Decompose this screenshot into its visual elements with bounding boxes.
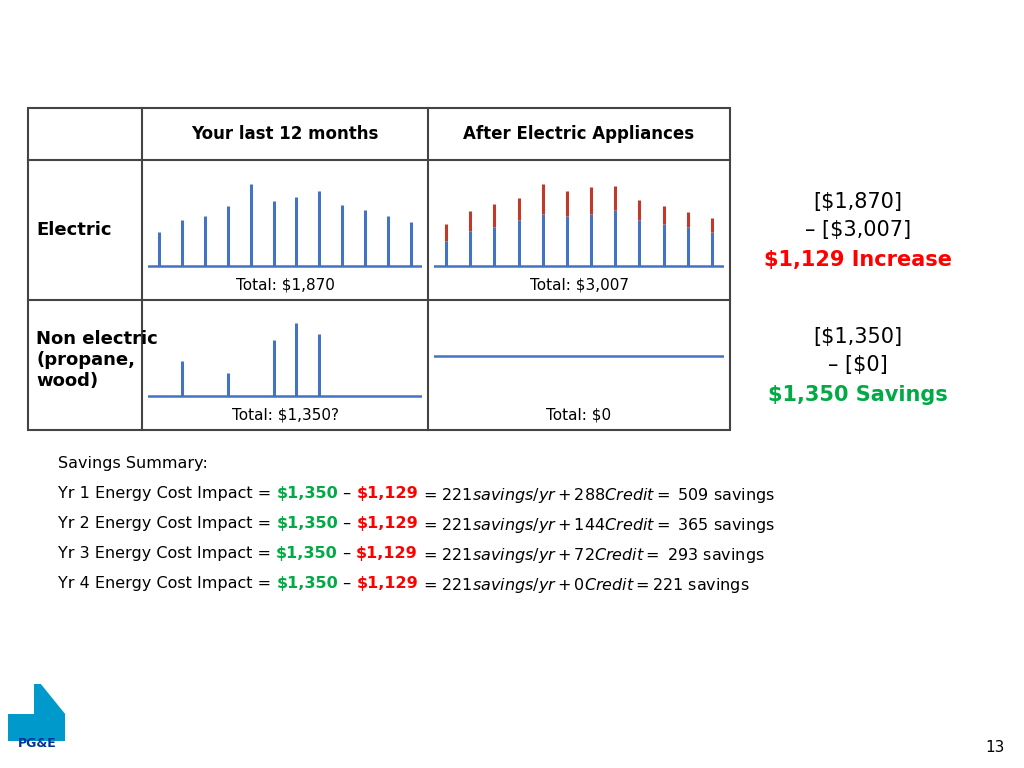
Text: = $221 savings/yr + 0 Credit = $221 savings: = $221 savings/yr + 0 Credit = $221 savi…: [418, 576, 750, 595]
Text: – [$0]: – [$0]: [828, 355, 888, 375]
Polygon shape: [41, 684, 66, 714]
Text: Yr 4 Energy Cost Impact =: Yr 4 Energy Cost Impact =: [58, 576, 276, 591]
Text: $1,350 Savings: $1,350 Savings: [768, 385, 948, 405]
Text: After Electric Appliances: After Electric Appliances: [464, 125, 694, 143]
Text: 13: 13: [986, 740, 1005, 755]
Text: Total: $0: Total: $0: [547, 407, 611, 422]
Text: $1,129: $1,129: [356, 576, 418, 591]
Text: Appendix: Example Bill Forecast: Median Non-CARE: Appendix: Example Bill Forecast: Median …: [26, 26, 1024, 65]
Text: –: –: [338, 486, 356, 501]
Text: Yr 2 Energy Cost Impact =: Yr 2 Energy Cost Impact =: [58, 516, 276, 531]
Bar: [28, 108, 730, 430]
Text: Yr 3 Energy Cost Impact =: Yr 3 Energy Cost Impact =: [58, 546, 276, 561]
Text: PG&E: PG&E: [17, 737, 56, 750]
Text: –: –: [338, 576, 356, 591]
Text: = $221 savings/yr + 72 Credit = $ 293 savings: = $221 savings/yr + 72 Credit = $ 293 sa…: [418, 546, 765, 565]
Text: [$1,870]: [$1,870]: [813, 192, 902, 212]
Text: $1,129: $1,129: [356, 546, 418, 561]
Bar: [8, 684, 34, 714]
Text: – [$3,007]: – [$3,007]: [805, 220, 911, 240]
Text: $1,350: $1,350: [276, 576, 338, 591]
Text: –: –: [338, 546, 356, 561]
Text: Electric: Electric: [36, 221, 112, 239]
Text: $1,350: $1,350: [276, 516, 338, 531]
Text: $1,350: $1,350: [276, 546, 338, 561]
Text: $1,129: $1,129: [356, 486, 418, 501]
Text: $1,350: $1,350: [276, 486, 338, 501]
Text: $1,129 Increase: $1,129 Increase: [764, 250, 952, 270]
Text: Yr 1 Energy Cost Impact =: Yr 1 Energy Cost Impact =: [58, 486, 276, 501]
Text: $1,129: $1,129: [356, 516, 418, 531]
Bar: [8, 684, 66, 741]
Text: Your last 12 months: Your last 12 months: [191, 125, 379, 143]
Text: = $221 savings/yr + 288 Credit = $ 509 savings: = $221 savings/yr + 288 Credit = $ 509 s…: [418, 486, 775, 505]
Text: Non electric
(propane,
wood): Non electric (propane, wood): [36, 330, 158, 390]
Text: Savings Summary:: Savings Summary:: [58, 456, 208, 471]
Text: [$1,350]: [$1,350]: [813, 327, 902, 347]
Text: Total: $1,350?: Total: $1,350?: [231, 407, 339, 422]
Text: –: –: [338, 516, 356, 531]
Text: = $221 savings/yr + 144 Credit = $ 365 savings: = $221 savings/yr + 144 Credit = $ 365 s…: [418, 516, 775, 535]
Text: Total: $3,007: Total: $3,007: [529, 277, 629, 292]
Text: Total: $1,870: Total: $1,870: [236, 277, 335, 292]
